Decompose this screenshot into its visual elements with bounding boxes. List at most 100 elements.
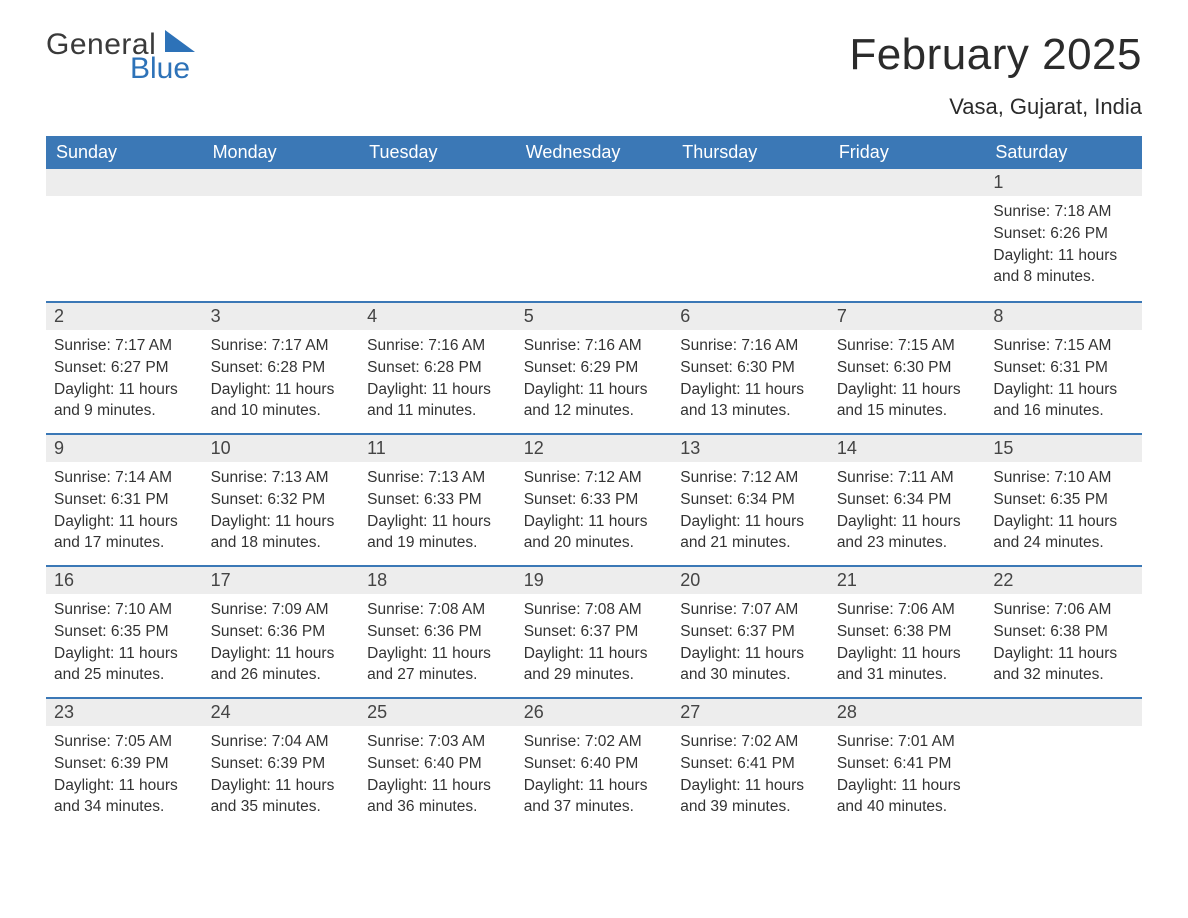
calendar-cell: 27Sunrise: 7:02 AMSunset: 6:41 PMDayligh… [672, 697, 829, 829]
day-body: Sunrise: 7:09 AMSunset: 6:36 PMDaylight:… [203, 594, 360, 695]
day-number [516, 169, 673, 196]
day-sunrise: Sunrise: 7:16 AM [680, 336, 821, 357]
day-sunset: Sunset: 6:33 PM [367, 490, 508, 511]
calendar-cell: 20Sunrise: 7:07 AMSunset: 6:37 PMDayligh… [672, 565, 829, 697]
day-sunset: Sunset: 6:28 PM [211, 358, 352, 379]
day-number: 27 [672, 697, 829, 726]
day-number: 4 [359, 301, 516, 330]
calendar-cell [672, 169, 829, 301]
brand-line2: Blue [130, 54, 195, 84]
day-sunset: Sunset: 6:34 PM [837, 490, 978, 511]
calendar-cell [829, 169, 986, 301]
day-daylight: Daylight: 11 hours and 37 minutes. [524, 776, 665, 818]
day-sunset: Sunset: 6:37 PM [524, 622, 665, 643]
day-daylight: Daylight: 11 hours and 31 minutes. [837, 644, 978, 686]
day-body: Sunrise: 7:18 AMSunset: 6:26 PMDaylight:… [985, 196, 1142, 297]
day-number: 11 [359, 433, 516, 462]
day-body: Sunrise: 7:13 AMSunset: 6:32 PMDaylight:… [203, 462, 360, 563]
calendar-cell: 10Sunrise: 7:13 AMSunset: 6:32 PMDayligh… [203, 433, 360, 565]
day-sunrise: Sunrise: 7:17 AM [211, 336, 352, 357]
day-body: Sunrise: 7:17 AMSunset: 6:27 PMDaylight:… [46, 330, 203, 431]
day-sunset: Sunset: 6:35 PM [54, 622, 195, 643]
day-sunrise: Sunrise: 7:17 AM [54, 336, 195, 357]
day-sunrise: Sunrise: 7:13 AM [211, 468, 352, 489]
calendar-cell: 17Sunrise: 7:09 AMSunset: 6:36 PMDayligh… [203, 565, 360, 697]
day-sunrise: Sunrise: 7:18 AM [993, 202, 1134, 223]
weekday-header: Friday [829, 136, 986, 169]
day-number: 1 [985, 169, 1142, 196]
calendar-cell: 4Sunrise: 7:16 AMSunset: 6:28 PMDaylight… [359, 301, 516, 433]
day-daylight: Daylight: 11 hours and 36 minutes. [367, 776, 508, 818]
calendar-cell: 14Sunrise: 7:11 AMSunset: 6:34 PMDayligh… [829, 433, 986, 565]
day-sunset: Sunset: 6:31 PM [54, 490, 195, 511]
day-sunrise: Sunrise: 7:04 AM [211, 732, 352, 753]
day-body: Sunrise: 7:06 AMSunset: 6:38 PMDaylight:… [829, 594, 986, 695]
day-daylight: Daylight: 11 hours and 18 minutes. [211, 512, 352, 554]
day-sunrise: Sunrise: 7:01 AM [837, 732, 978, 753]
calendar-cell: 25Sunrise: 7:03 AMSunset: 6:40 PMDayligh… [359, 697, 516, 829]
day-daylight: Daylight: 11 hours and 9 minutes. [54, 380, 195, 422]
day-body: Sunrise: 7:15 AMSunset: 6:31 PMDaylight:… [985, 330, 1142, 431]
day-sunrise: Sunrise: 7:12 AM [680, 468, 821, 489]
calendar-cell: 26Sunrise: 7:02 AMSunset: 6:40 PMDayligh… [516, 697, 673, 829]
day-number: 13 [672, 433, 829, 462]
day-daylight: Daylight: 11 hours and 17 minutes. [54, 512, 195, 554]
day-daylight: Daylight: 11 hours and 8 minutes. [993, 246, 1134, 288]
day-number [359, 169, 516, 196]
calendar-cell: 21Sunrise: 7:06 AMSunset: 6:38 PMDayligh… [829, 565, 986, 697]
day-number: 22 [985, 565, 1142, 594]
calendar-body: 1Sunrise: 7:18 AMSunset: 6:26 PMDaylight… [46, 169, 1142, 829]
day-sunset: Sunset: 6:30 PM [680, 358, 821, 379]
calendar-cell: 24Sunrise: 7:04 AMSunset: 6:39 PMDayligh… [203, 697, 360, 829]
day-sunrise: Sunrise: 7:02 AM [524, 732, 665, 753]
day-sunset: Sunset: 6:38 PM [993, 622, 1134, 643]
location-title: Vasa, Gujarat, India [849, 94, 1142, 120]
day-daylight: Daylight: 11 hours and 40 minutes. [837, 776, 978, 818]
day-daylight: Daylight: 11 hours and 16 minutes. [993, 380, 1134, 422]
day-number: 23 [46, 697, 203, 726]
day-number: 20 [672, 565, 829, 594]
day-sunrise: Sunrise: 7:08 AM [524, 600, 665, 621]
day-number: 7 [829, 301, 986, 330]
calendar-cell: 3Sunrise: 7:17 AMSunset: 6:28 PMDaylight… [203, 301, 360, 433]
calendar-week-row: 16Sunrise: 7:10 AMSunset: 6:35 PMDayligh… [46, 565, 1142, 697]
day-sunset: Sunset: 6:34 PM [680, 490, 821, 511]
day-sunset: Sunset: 6:39 PM [54, 754, 195, 775]
day-sunrise: Sunrise: 7:06 AM [993, 600, 1134, 621]
day-sunrise: Sunrise: 7:07 AM [680, 600, 821, 621]
weekday-header-row: SundayMondayTuesdayWednesdayThursdayFrid… [46, 136, 1142, 169]
day-sunset: Sunset: 6:37 PM [680, 622, 821, 643]
day-sunset: Sunset: 6:40 PM [367, 754, 508, 775]
calendar-cell [203, 169, 360, 301]
day-sunset: Sunset: 6:26 PM [993, 224, 1134, 245]
calendar-cell: 5Sunrise: 7:16 AMSunset: 6:29 PMDaylight… [516, 301, 673, 433]
day-sunrise: Sunrise: 7:10 AM [993, 468, 1134, 489]
day-daylight: Daylight: 11 hours and 25 minutes. [54, 644, 195, 686]
day-sunrise: Sunrise: 7:08 AM [367, 600, 508, 621]
day-sunrise: Sunrise: 7:02 AM [680, 732, 821, 753]
day-body: Sunrise: 7:05 AMSunset: 6:39 PMDaylight:… [46, 726, 203, 827]
weekday-header: Sunday [46, 136, 203, 169]
day-body: Sunrise: 7:07 AMSunset: 6:37 PMDaylight:… [672, 594, 829, 695]
day-body: Sunrise: 7:15 AMSunset: 6:30 PMDaylight:… [829, 330, 986, 431]
day-number: 5 [516, 301, 673, 330]
calendar-cell: 2Sunrise: 7:17 AMSunset: 6:27 PMDaylight… [46, 301, 203, 433]
day-number: 8 [985, 301, 1142, 330]
day-daylight: Daylight: 11 hours and 24 minutes. [993, 512, 1134, 554]
day-sunset: Sunset: 6:33 PM [524, 490, 665, 511]
day-number: 6 [672, 301, 829, 330]
day-body: Sunrise: 7:12 AMSunset: 6:33 PMDaylight:… [516, 462, 673, 563]
title-block: February 2025 Vasa, Gujarat, India [849, 30, 1142, 120]
day-sunrise: Sunrise: 7:15 AM [837, 336, 978, 357]
day-daylight: Daylight: 11 hours and 39 minutes. [680, 776, 821, 818]
day-body: Sunrise: 7:11 AMSunset: 6:34 PMDaylight:… [829, 462, 986, 563]
day-body: Sunrise: 7:06 AMSunset: 6:38 PMDaylight:… [985, 594, 1142, 695]
day-number: 17 [203, 565, 360, 594]
day-sunrise: Sunrise: 7:11 AM [837, 468, 978, 489]
day-number [46, 169, 203, 196]
calendar-table: SundayMondayTuesdayWednesdayThursdayFrid… [46, 136, 1142, 829]
day-sunrise: Sunrise: 7:16 AM [367, 336, 508, 357]
calendar-cell [985, 697, 1142, 829]
day-number: 14 [829, 433, 986, 462]
day-body: Sunrise: 7:16 AMSunset: 6:29 PMDaylight:… [516, 330, 673, 431]
